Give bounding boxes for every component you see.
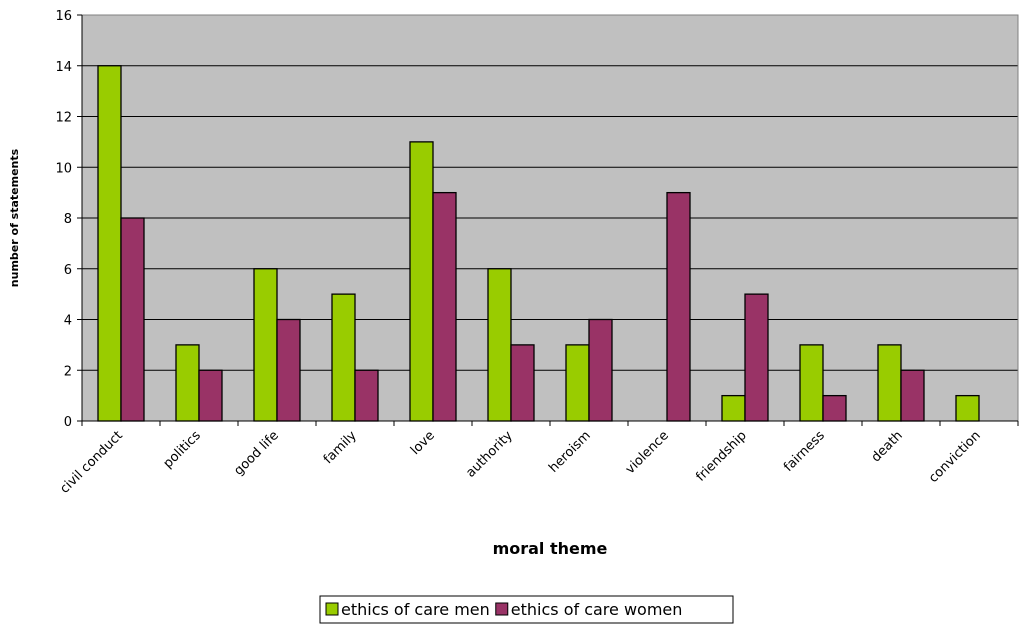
x-tick-label: death — [869, 428, 906, 465]
legend-box — [319, 595, 734, 624]
bar-women — [744, 293, 769, 422]
legend-label-women: ethics of care women — [511, 600, 683, 619]
y-tick-label: 14 — [55, 60, 72, 75]
x-tick-label: family — [321, 428, 360, 467]
y-tick-label: 12 — [55, 111, 72, 126]
y-tick-label: 16 — [55, 9, 72, 24]
bar-women — [900, 369, 925, 422]
bars — [97, 65, 980, 422]
y-tick-label: 0 — [64, 415, 72, 430]
bar-men — [409, 141, 434, 422]
legend-swatch-men — [325, 602, 339, 616]
bar-men — [799, 344, 824, 422]
bar-women — [276, 318, 301, 422]
bar-women — [354, 369, 379, 422]
y-tick-label: 2 — [64, 364, 72, 379]
y-tick-label: 4 — [64, 314, 72, 329]
bar-men — [487, 268, 512, 422]
bar-men — [565, 344, 590, 422]
x-tick-label: politics — [161, 428, 204, 471]
bar-men — [721, 394, 746, 422]
y-tick-label: 10 — [55, 161, 72, 176]
bar-men — [877, 344, 902, 422]
x-axis-label: moral theme — [493, 539, 608, 558]
legend: ethics of care men ethics of care women — [319, 595, 734, 624]
x-tick-label: good life — [231, 428, 281, 478]
bar-men — [331, 293, 356, 422]
x-tick-label: heroism — [546, 428, 594, 476]
bar-women — [432, 191, 457, 422]
x-tick-label: civil conduct — [57, 428, 126, 497]
x-tick-label: violence — [623, 428, 672, 477]
x-tick-label: friendship — [693, 428, 750, 485]
bar-women — [198, 369, 223, 422]
bar-men — [955, 394, 980, 422]
x-tick-label: conviction — [926, 428, 984, 486]
bar-men — [175, 344, 200, 422]
bar-women — [120, 217, 145, 422]
x-tick-label: love — [408, 428, 438, 458]
bar-women — [666, 191, 691, 422]
y-tick-label: 8 — [64, 212, 72, 227]
bar-men — [97, 65, 122, 422]
x-tick-label: fairness — [781, 428, 828, 475]
bar-women — [510, 344, 535, 422]
legend-swatch-women — [495, 602, 509, 616]
x-axis: civil conduct politics good life family love… — [57, 420, 1019, 497]
bar-men — [253, 268, 278, 422]
x-tick-label: authority — [463, 428, 516, 481]
y-axis: 0 2 4 6 8 10 12 14 16 — [55, 9, 83, 430]
y-axis-label: number of statements — [8, 148, 21, 287]
bar-women — [588, 318, 613, 422]
y-tick-label: 6 — [64, 263, 72, 278]
legend-label-men: ethics of care men — [341, 600, 490, 619]
bar-women — [822, 394, 847, 422]
